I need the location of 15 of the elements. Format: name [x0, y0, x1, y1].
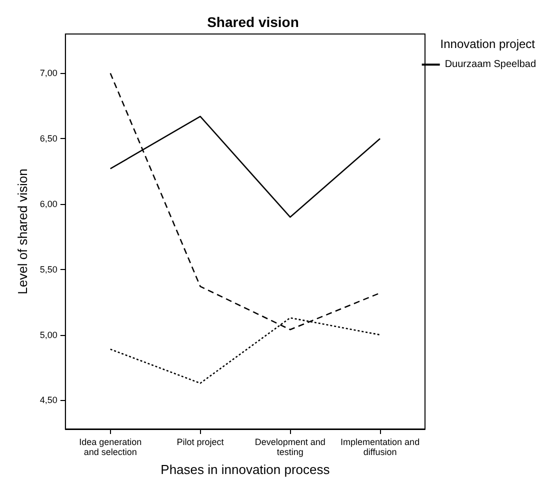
- y-tick-label: 6,00: [40, 199, 58, 210]
- x-axis-title: Phases in innovation process: [160, 462, 330, 477]
- x-tick-label: Development and testing: [254, 437, 326, 457]
- y-axis-title: Level of shared vision: [15, 168, 30, 294]
- legend-label: Duurzaam Speelbad: [444, 59, 536, 70]
- y-tick-label: 5,50: [40, 264, 58, 274]
- x-tick-label: Pilot project: [176, 437, 224, 447]
- legend-title: Innovation project: [440, 37, 536, 51]
- y-tick-label: 7,00: [40, 68, 58, 78]
- chart-title: Shared vision: [207, 14, 299, 30]
- x-tick-label: Idea generation and selection: [79, 437, 142, 457]
- x-tick-label: Implementation and diffusion: [340, 437, 420, 457]
- y-tick-label: 5,00: [40, 330, 58, 340]
- y-tick-label: 4,50: [40, 395, 58, 406]
- y-tick-label: 6,50: [40, 134, 58, 144]
